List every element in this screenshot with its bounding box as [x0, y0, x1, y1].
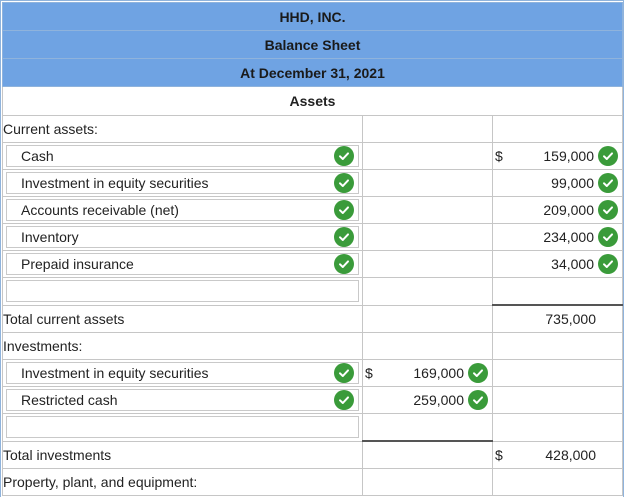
- account-label: Prepaid insurance: [21, 256, 134, 272]
- check-circle-icon: [334, 363, 354, 383]
- company-name: HHD, INC.: [2, 2, 623, 31]
- account-select[interactable]: Inventory: [6, 226, 359, 248]
- amount-value: 234,000: [543, 229, 594, 245]
- amount-value: 169,000: [413, 365, 464, 381]
- investments-heading-row: Investments:: [2, 332, 623, 360]
- amount-value: 428,000: [545, 446, 596, 463]
- amount-input[interactable]: 34,000: [494, 252, 622, 277]
- check-circle-icon: [598, 227, 618, 247]
- check-circle-icon: [334, 173, 354, 193]
- section-title: Assets: [2, 86, 623, 116]
- current-assets-heading: Current assets:: [2, 115, 363, 143]
- dollar-sign: $: [495, 148, 503, 164]
- amount-input[interactable]: [364, 414, 492, 440]
- header-row-company: HHD, INC.: [2, 2, 623, 31]
- account-select[interactable]: Accounts receivable (net): [6, 199, 359, 221]
- account-label: Inventory: [21, 229, 79, 245]
- check-circle-icon: [334, 390, 354, 410]
- account-select[interactable]: Cash: [6, 145, 359, 167]
- check-circle-icon: [334, 227, 354, 247]
- amount-value: 735,000: [545, 311, 596, 327]
- account-select[interactable]: Restricted cash: [6, 389, 359, 411]
- dollar-sign: $: [365, 365, 373, 381]
- check-circle-icon: [598, 254, 618, 274]
- check-circle-icon: [468, 390, 488, 410]
- header-row-date: At December 31, 2021: [2, 58, 623, 87]
- check-circle-icon: [598, 146, 618, 166]
- amount-value: 99,000: [551, 175, 594, 191]
- account-select[interactable]: Prepaid insurance: [6, 253, 359, 275]
- total-investments-amount: $ 428,000: [494, 442, 622, 468]
- blank-row: [2, 413, 623, 442]
- dollar-sign: $: [495, 446, 503, 463]
- amount-value: 209,000: [543, 202, 594, 218]
- amount-input[interactable]: $ 169,000: [364, 361, 492, 386]
- amount-input[interactable]: 209,000: [494, 198, 622, 223]
- ppe-heading: Property, plant, and equipment:: [2, 468, 363, 496]
- table-row: Investment in equity securities $ 169,00…: [2, 359, 623, 387]
- account-label: Cash: [21, 148, 54, 164]
- amount-value: 159,000: [543, 148, 594, 164]
- account-label: Investment in equity securities: [21, 365, 209, 381]
- check-circle-icon: [468, 363, 488, 383]
- total-investments-row: Total investments $ 428,000: [2, 440, 623, 469]
- header-row-statement: Balance Sheet: [2, 30, 623, 59]
- amount-input[interactable]: [494, 278, 622, 304]
- header-row-section: Assets: [2, 86, 623, 116]
- account-label: Accounts receivable (net): [21, 202, 179, 218]
- check-circle-icon: [598, 200, 618, 220]
- blank-row: [2, 277, 623, 306]
- statement-title: Balance Sheet: [2, 30, 623, 59]
- table-row: Restricted cash 259,000: [2, 386, 623, 414]
- amount-value: 259,000: [413, 392, 464, 408]
- table-row: Accounts receivable (net) 209,000: [2, 196, 623, 224]
- amount-input[interactable]: $ 159,000: [494, 144, 622, 169]
- total-current-assets-row: Total current assets 735,000: [2, 304, 623, 333]
- check-circle-icon: [598, 173, 618, 193]
- table-row: Prepaid insurance 34,000: [2, 250, 623, 278]
- total-current-assets-amount: 735,000: [494, 307, 622, 332]
- table-row: Cash $ 159,000: [2, 142, 623, 170]
- amount-input[interactable]: 99,000: [494, 171, 622, 196]
- amount-value: 34,000: [551, 256, 594, 272]
- investments-heading: Investments:: [2, 332, 363, 360]
- table-row: Investment in equity securities 99,000: [2, 169, 623, 197]
- account-label: Restricted cash: [21, 392, 118, 408]
- check-circle-icon: [334, 146, 354, 166]
- amount-input[interactable]: 259,000: [364, 388, 492, 413]
- account-select[interactable]: [6, 416, 359, 439]
- check-circle-icon: [334, 200, 354, 220]
- total-current-assets-label: Total current assets: [2, 304, 363, 333]
- account-label: Investment in equity securities: [21, 175, 209, 191]
- current-assets-heading-row: Current assets:: [2, 115, 623, 143]
- check-circle-icon: [334, 254, 354, 274]
- account-select[interactable]: Investment in equity securities: [6, 172, 359, 194]
- ppe-heading-row: Property, plant, and equipment:: [2, 468, 623, 496]
- account-select[interactable]: [6, 280, 359, 303]
- account-select[interactable]: Investment in equity securities: [6, 362, 359, 384]
- table-row: Inventory 234,000: [2, 223, 623, 251]
- statement-date: At December 31, 2021: [2, 58, 623, 87]
- total-investments-label: Total investments: [2, 440, 363, 469]
- amount-input[interactable]: 234,000: [494, 225, 622, 250]
